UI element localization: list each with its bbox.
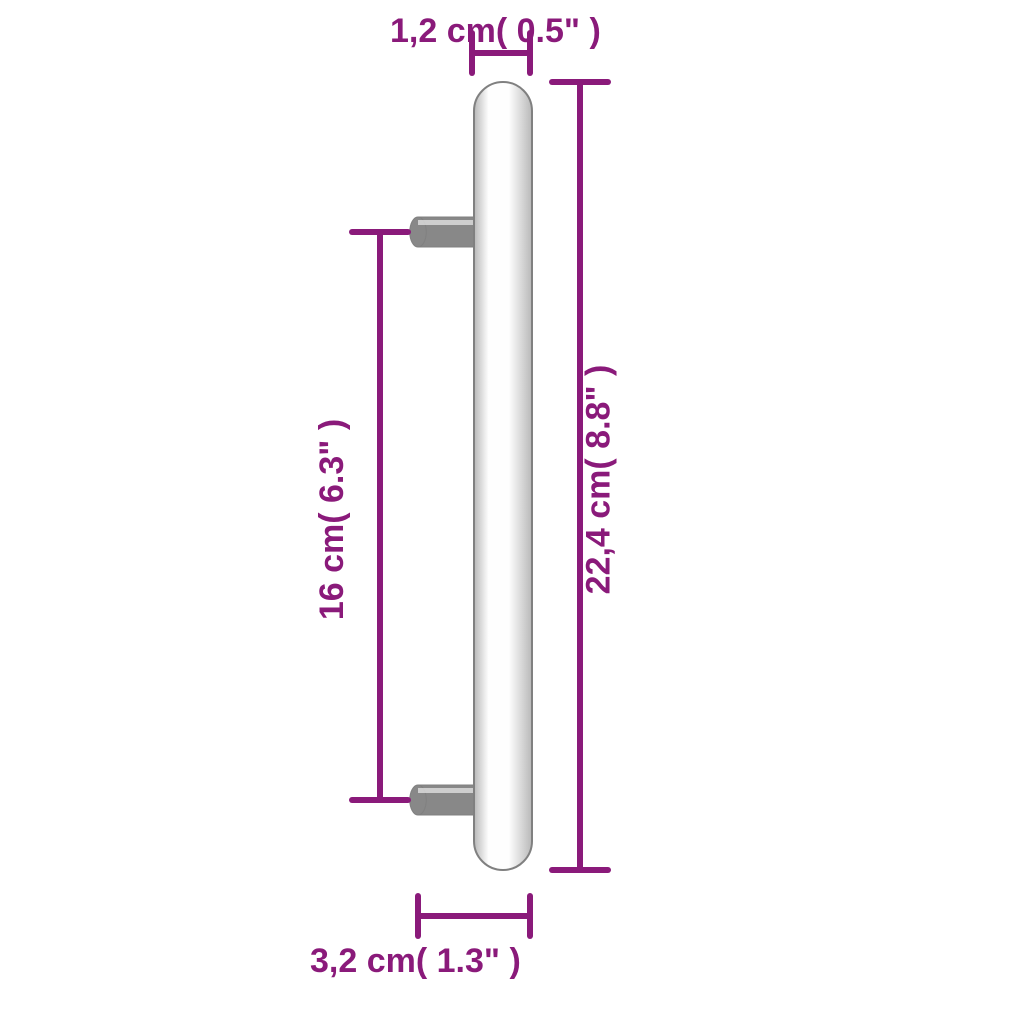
dimension-label-center-height: 16 cm( 6.3" ) (313, 419, 352, 620)
dimension-label-depth: 3,2 cm( 1.3" ) (310, 942, 521, 981)
dimension-drawing (0, 0, 1024, 1024)
dimension-label-top-width: 1,2 cm( 0.5" ) (390, 12, 601, 51)
dimension-label-total-height: 22,4 cm( 8.8" ) (579, 365, 618, 595)
diagram-stage: 1,2 cm( 0.5" ) 16 cm( 6.3" ) 22,4 cm( 8.… (0, 0, 1024, 1024)
